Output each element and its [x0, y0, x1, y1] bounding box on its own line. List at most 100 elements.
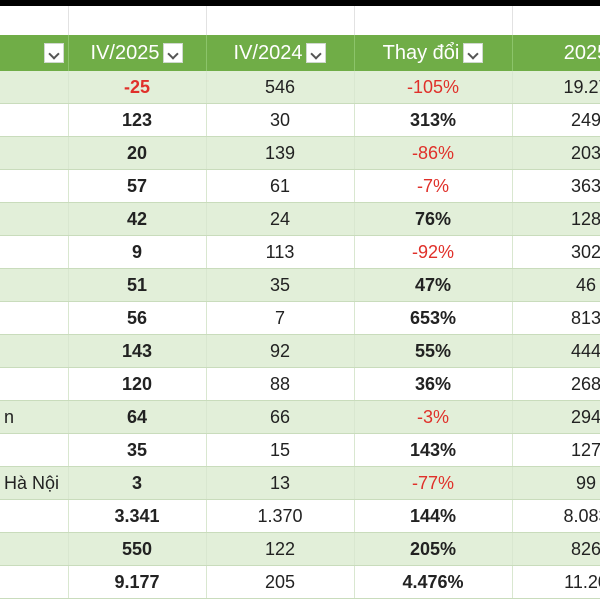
- cell-iv2025[interactable]: 120: [68, 367, 207, 401]
- cell-change[interactable]: 55%: [354, 334, 513, 368]
- row-name-cell[interactable]: [0, 334, 69, 368]
- cell-2025[interactable]: 813: [512, 301, 600, 335]
- row-name-cell[interactable]: [0, 71, 69, 104]
- row-name-cell[interactable]: [0, 565, 69, 599]
- cell-iv2025[interactable]: 51: [68, 268, 207, 302]
- filter-dropdown-icon[interactable]: [43, 43, 64, 64]
- cell-2025[interactable]: 8.083: [512, 499, 600, 533]
- cell-change[interactable]: 313%: [354, 103, 513, 137]
- row-name-cell[interactable]: [0, 169, 69, 203]
- table-row: 51 35 47% 46: [0, 268, 600, 302]
- table-row: 42 24 76% 128: [0, 202, 600, 236]
- cell-2025[interactable]: 302: [512, 235, 600, 269]
- row-name-cell[interactable]: [0, 367, 69, 401]
- cell-2025[interactable]: 128: [512, 202, 600, 236]
- cell-2025[interactable]: 99: [512, 466, 600, 500]
- row-name-cell[interactable]: [0, 235, 69, 269]
- cell-2025[interactable]: 11.20: [512, 565, 600, 599]
- row-name-cell[interactable]: [0, 301, 69, 335]
- cell-change[interactable]: 144%: [354, 499, 513, 533]
- cell-iv2025[interactable]: -25: [68, 71, 207, 104]
- cell-iv2025[interactable]: 35: [68, 433, 207, 467]
- cell-iv2024[interactable]: 139: [206, 136, 355, 170]
- filter-dropdown-icon[interactable]: [306, 43, 327, 64]
- cell-iv2025[interactable]: 3: [68, 466, 207, 500]
- header-name: [0, 35, 69, 71]
- cell-iv2024[interactable]: 61: [206, 169, 355, 203]
- table-row: n 64 66 -3% 294: [0, 400, 600, 434]
- table-row: 57 61 -7% 363: [0, 169, 600, 203]
- table-row: 20 139 -86% 203: [0, 136, 600, 170]
- cell-change[interactable]: 205%: [354, 532, 513, 566]
- cell-iv2024[interactable]: 88: [206, 367, 355, 401]
- filter-dropdown-icon[interactable]: [163, 43, 184, 64]
- row-name-cell[interactable]: [0, 202, 69, 236]
- table-row: 143 92 55% 444: [0, 334, 600, 368]
- cell-change[interactable]: -105%: [354, 71, 513, 104]
- cell-iv2024[interactable]: 35: [206, 268, 355, 302]
- cell-iv2024[interactable]: 7: [206, 301, 355, 335]
- cell-iv2025[interactable]: 550: [68, 532, 207, 566]
- cell-change[interactable]: -77%: [354, 466, 513, 500]
- table-row: 550 122 205% 826: [0, 532, 600, 566]
- cell-change[interactable]: 36%: [354, 367, 513, 401]
- cell-iv2025[interactable]: 64: [68, 400, 207, 434]
- row-name-cell[interactable]: [0, 433, 69, 467]
- cell-change[interactable]: -7%: [354, 169, 513, 203]
- filter-dropdown-icon[interactable]: [463, 43, 484, 64]
- cell-iv2024[interactable]: 24: [206, 202, 355, 236]
- row-name-cell[interactable]: n: [0, 400, 69, 434]
- cell-iv2024[interactable]: 122: [206, 532, 355, 566]
- cell-iv2025[interactable]: 9: [68, 235, 207, 269]
- cell-change[interactable]: 143%: [354, 433, 513, 467]
- cell-iv2024[interactable]: 546: [206, 71, 355, 104]
- cell-2025[interactable]: 826: [512, 532, 600, 566]
- cell-iv2025[interactable]: 20: [68, 136, 207, 170]
- cell-2025[interactable]: 294: [512, 400, 600, 434]
- row-name-cell[interactable]: [0, 499, 69, 533]
- cell-change[interactable]: -86%: [354, 136, 513, 170]
- cell-change[interactable]: 4.476%: [354, 565, 513, 599]
- cell-2025[interactable]: 363: [512, 169, 600, 203]
- cell-iv2025[interactable]: 123: [68, 103, 207, 137]
- cell-iv2024[interactable]: 30: [206, 103, 355, 137]
- cell-iv2025[interactable]: 9.177: [68, 565, 207, 599]
- cell-iv2025[interactable]: 57: [68, 169, 207, 203]
- row-name-cell[interactable]: [0, 268, 69, 302]
- cell-change[interactable]: -92%: [354, 235, 513, 269]
- cell-iv2024[interactable]: 1.370: [206, 499, 355, 533]
- row-name-cell[interactable]: Hà Nội: [0, 466, 69, 500]
- cell-2025[interactable]: 127: [512, 433, 600, 467]
- cell-change[interactable]: 76%: [354, 202, 513, 236]
- cell-2025[interactable]: 249: [512, 103, 600, 137]
- cell-iv2025[interactable]: 42: [68, 202, 207, 236]
- cell-iv2024[interactable]: 113: [206, 235, 355, 269]
- cell-2025[interactable]: 268: [512, 367, 600, 401]
- cell-iv2024[interactable]: 66: [206, 400, 355, 434]
- cell-iv2024[interactable]: 13: [206, 466, 355, 500]
- cell-2025[interactable]: 46: [512, 268, 600, 302]
- table-row: 120 88 36% 268: [0, 367, 600, 401]
- cell-2025[interactable]: 203: [512, 136, 600, 170]
- header-iv2024: IV/2024: [206, 35, 355, 71]
- header-change: Thay đổi: [354, 35, 513, 71]
- cell-iv2024[interactable]: 15: [206, 433, 355, 467]
- cell-iv2025[interactable]: 143: [68, 334, 207, 368]
- table-row: 35 15 143% 127: [0, 433, 600, 467]
- row-name-cell[interactable]: [0, 103, 69, 137]
- cell-2025[interactable]: 444: [512, 334, 600, 368]
- top-black-bar: [0, 0, 600, 6]
- cell-iv2024[interactable]: 205: [206, 565, 355, 599]
- row-name-cell[interactable]: [0, 136, 69, 170]
- cell-iv2025[interactable]: 56: [68, 301, 207, 335]
- cell-change[interactable]: 47%: [354, 268, 513, 302]
- cell-change[interactable]: -3%: [354, 400, 513, 434]
- cell-iv2024[interactable]: 92: [206, 334, 355, 368]
- cell-2025[interactable]: 19.27: [512, 71, 600, 104]
- cell-change[interactable]: 653%: [354, 301, 513, 335]
- row-name-cell[interactable]: [0, 532, 69, 566]
- cell-iv2025[interactable]: 3.341: [68, 499, 207, 533]
